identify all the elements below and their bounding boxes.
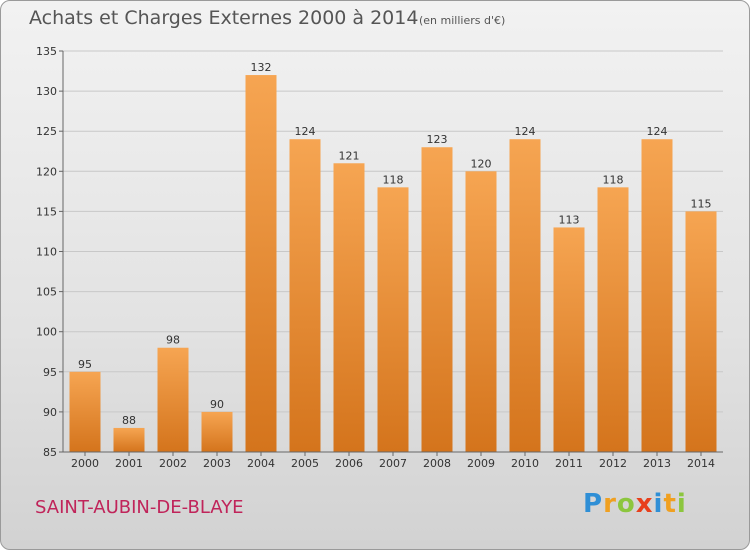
logo-letter: P: [583, 489, 604, 519]
bar-value-label: 132: [251, 61, 272, 74]
bar: [421, 147, 453, 453]
bar-value-label: 98: [166, 334, 180, 347]
logo-letter: i: [676, 489, 687, 519]
bar-value-label: 113: [559, 213, 580, 226]
x-tick-label: 2006: [335, 457, 363, 470]
bar-value-label: 90: [210, 398, 224, 411]
x-tick-label: 2008: [423, 457, 451, 470]
y-tick-label: 105: [36, 286, 57, 299]
logo-letter: r: [603, 489, 617, 519]
bar-value-label: 124: [515, 125, 536, 138]
bar: [641, 139, 673, 452]
x-tick-label: 2003: [203, 457, 231, 470]
x-tick-label: 2002: [159, 457, 187, 470]
y-tick-label: 130: [36, 85, 57, 98]
y-tick-label: 125: [36, 125, 57, 138]
y-tick-label: 135: [36, 45, 57, 58]
bar-value-label: 121: [339, 149, 360, 162]
y-tick-label: 90: [43, 406, 57, 419]
bar: [465, 171, 497, 453]
chart-title: Achats et Charges Externes 2000 à 2014: [29, 7, 419, 29]
bar: [377, 187, 409, 452]
bar: [333, 163, 365, 452]
x-tick-label: 2005: [291, 457, 319, 470]
bar: [113, 427, 145, 452]
bars: [69, 75, 717, 453]
bar-value-label: 118: [383, 173, 404, 186]
bar: [289, 139, 321, 452]
y-tick-label: 120: [36, 165, 57, 178]
chart-subtitle: (en milliers d'€): [419, 14, 506, 27]
x-tick-label: 2009: [467, 457, 495, 470]
x-tick-label: 2010: [511, 457, 539, 470]
bar: [245, 75, 277, 452]
bar: [553, 227, 585, 452]
x-tick-label: 2007: [379, 457, 407, 470]
y-tick-label: 115: [36, 205, 57, 218]
y-tick-label: 85: [43, 446, 57, 459]
logo-letter: x: [635, 489, 654, 519]
y-tick-label: 95: [43, 366, 57, 379]
logo-letter: i: [653, 489, 664, 519]
bar-value-label: 118: [603, 173, 624, 186]
bar-value-label: 120: [471, 157, 492, 170]
bar-value-label: 124: [295, 125, 316, 138]
x-tick-label: 2011: [555, 457, 583, 470]
x-tick-label: 2012: [599, 457, 627, 470]
y-tick-label: 110: [36, 246, 57, 259]
x-tick-label: 2013: [643, 457, 671, 470]
bar-value-label: 95: [78, 358, 92, 371]
bar-value-label: 123: [427, 133, 448, 146]
axes: [59, 50, 723, 456]
place-name: SAINT-AUBIN-DE-BLAYE: [35, 497, 244, 518]
bar: [509, 139, 541, 452]
bar-value-label: 115: [691, 197, 712, 210]
bar: [685, 211, 717, 452]
bar-value-label: 88: [122, 414, 136, 427]
bar: [69, 371, 101, 452]
proxiti-logo: Proxiti: [583, 489, 687, 519]
x-tick-label: 2000: [71, 457, 99, 470]
bar: [157, 347, 189, 452]
bar-value-label: 124: [647, 125, 668, 138]
x-tick-label: 2001: [115, 457, 143, 470]
bar: [201, 411, 233, 452]
logo-letter: o: [616, 489, 636, 519]
x-tick-label: 2004: [247, 457, 275, 470]
logo-letter: t: [663, 489, 677, 519]
y-tick-label: 100: [36, 326, 57, 339]
labels: 85 90 95 100 105 110 115 120 125 130 135 95 2000 88 20…: [36, 45, 715, 470]
bar: [597, 187, 629, 452]
x-tick-label: 2014: [687, 457, 715, 470]
